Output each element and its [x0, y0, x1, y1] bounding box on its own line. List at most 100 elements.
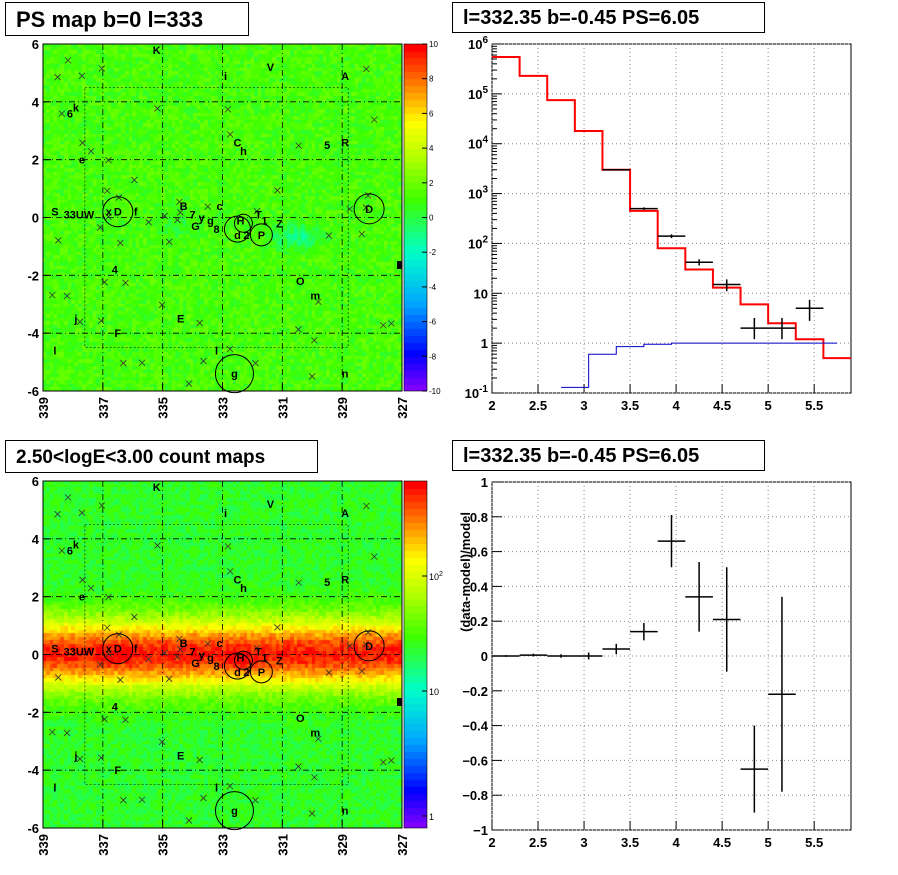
map-source-label: g — [231, 369, 238, 381]
map-y-tick-label: 2 — [32, 153, 39, 168]
map-source-marker — [105, 213, 112, 220]
map-source-marker — [165, 675, 173, 683]
colorbar-tick-label: -8 — [429, 352, 437, 361]
map-source-label: G — [191, 221, 200, 233]
map-source-label: D — [114, 644, 122, 656]
map-source-circle — [249, 660, 273, 684]
map-source-marker — [58, 110, 66, 117]
residual-y-axis-label: (data-model)/model — [458, 512, 473, 632]
map-source-marker — [364, 192, 372, 199]
map-source-marker — [158, 301, 166, 309]
map-source-marker — [325, 232, 333, 239]
map-edge-marker — [397, 698, 402, 706]
count-map-colorbar — [404, 481, 427, 828]
map-source-label: y — [198, 213, 205, 225]
map-source-marker — [226, 345, 234, 353]
map-source-label: e — [79, 592, 85, 604]
map-source-marker — [200, 794, 207, 802]
residual-x-tick-label: 2 — [488, 835, 495, 850]
map-source-label: n — [342, 806, 349, 818]
map-source-marker — [76, 755, 84, 763]
map-source-marker — [346, 642, 353, 650]
map-source-circle — [233, 650, 253, 670]
residual-x-tick-label: 5 — [765, 835, 772, 850]
map-source-label: P — [258, 667, 265, 679]
map-source-marker — [274, 187, 281, 194]
map-source-marker — [138, 359, 146, 367]
map-source-label: 7 — [190, 210, 196, 222]
map-source-circle — [214, 791, 254, 831]
map-source-marker — [226, 568, 234, 575]
colorbar-tick-label: 10 — [429, 687, 439, 697]
map-source-marker — [295, 326, 302, 333]
tl-panel-title: PS map b=0 l=333 — [5, 2, 249, 36]
map-source-marker — [58, 547, 66, 554]
map-x-tick-label: 329 — [335, 397, 350, 419]
map-source-label: 8 — [213, 224, 219, 236]
map-source-marker — [103, 624, 111, 632]
residual-y-tick-label: 0.2 — [470, 614, 488, 629]
map-source-label: K — [153, 482, 161, 494]
map-source-marker — [120, 796, 127, 804]
residual-y-tick-label: −0.4 — [462, 719, 488, 734]
map-source-marker — [138, 796, 146, 804]
map-source-marker — [308, 810, 316, 817]
map-source-marker — [325, 669, 333, 676]
map-source-marker — [76, 318, 84, 326]
map-source-label: D — [365, 204, 373, 216]
map-source-marker — [185, 817, 193, 824]
map-source-marker — [122, 716, 129, 724]
map-source-marker — [78, 72, 86, 80]
map-source-marker — [54, 237, 62, 244]
map-source-marker — [64, 494, 72, 501]
map-source-marker — [252, 359, 259, 367]
map-y-tick-label: 6 — [32, 37, 39, 52]
map-source-circle — [102, 196, 134, 228]
map-x-tick-label: 339 — [36, 834, 51, 856]
map-x-tick-label: 327 — [395, 834, 410, 856]
map-source-label: i — [224, 71, 227, 83]
colorbar-tick-label: 1 — [429, 812, 434, 822]
map-x-tick-label: 333 — [216, 834, 231, 856]
map-source-label: 6 — [67, 545, 73, 557]
map-source-marker — [98, 65, 106, 72]
map-x-tick-label: 335 — [156, 834, 171, 856]
map-y-tick-label: 0 — [32, 648, 39, 663]
map-source-label: 7 — [190, 647, 196, 659]
spectrum-frame — [491, 43, 852, 394]
map-source-label: T — [255, 210, 262, 222]
map-x-tick-label: 339 — [36, 397, 51, 419]
map-source-label: O — [296, 276, 305, 288]
colorbar-tick-label: 10 — [429, 40, 438, 49]
map-source-marker — [78, 509, 86, 517]
residual-plot: 2 2.5 3 3.5 4 4.5 5 5.5 −1 −0.8 −0.6 −0.4 −0.2 0 0.2 0.… — [458, 475, 852, 850]
map-source-marker — [200, 357, 207, 365]
map-source-label: C — [233, 137, 241, 149]
map-source-marker — [54, 674, 62, 681]
map-source-label: V — [267, 499, 275, 511]
residual-x-tick-label: 3 — [580, 835, 587, 850]
model-line — [492, 55, 851, 360]
map-source-marker — [64, 57, 72, 64]
map-source-label: 33UW — [64, 210, 95, 222]
map-source-marker — [185, 380, 193, 387]
map-source-marker — [122, 279, 129, 287]
spectrum-x-tick-label: 4 — [672, 398, 680, 413]
map-source-marker — [204, 640, 212, 647]
map-source-label: l — [215, 783, 218, 795]
residual-y-tick-label: 0.6 — [470, 545, 488, 560]
residual-y-tick-label: −1 — [473, 823, 488, 838]
colorbar-tick-label: -6 — [429, 318, 437, 327]
map-source-marker — [120, 359, 127, 367]
map-y-tick-label: -2 — [27, 705, 39, 720]
map-source-marker — [371, 553, 378, 560]
map-source-marker — [295, 763, 302, 770]
map-source-label: R — [341, 574, 349, 586]
map-source-label: 5 — [324, 577, 330, 589]
map-source-label: x — [106, 644, 113, 656]
map-source-marker — [253, 644, 261, 652]
map-source-marker — [115, 631, 123, 638]
map-source-label: D — [114, 207, 122, 219]
map-source-label: f — [134, 207, 138, 219]
